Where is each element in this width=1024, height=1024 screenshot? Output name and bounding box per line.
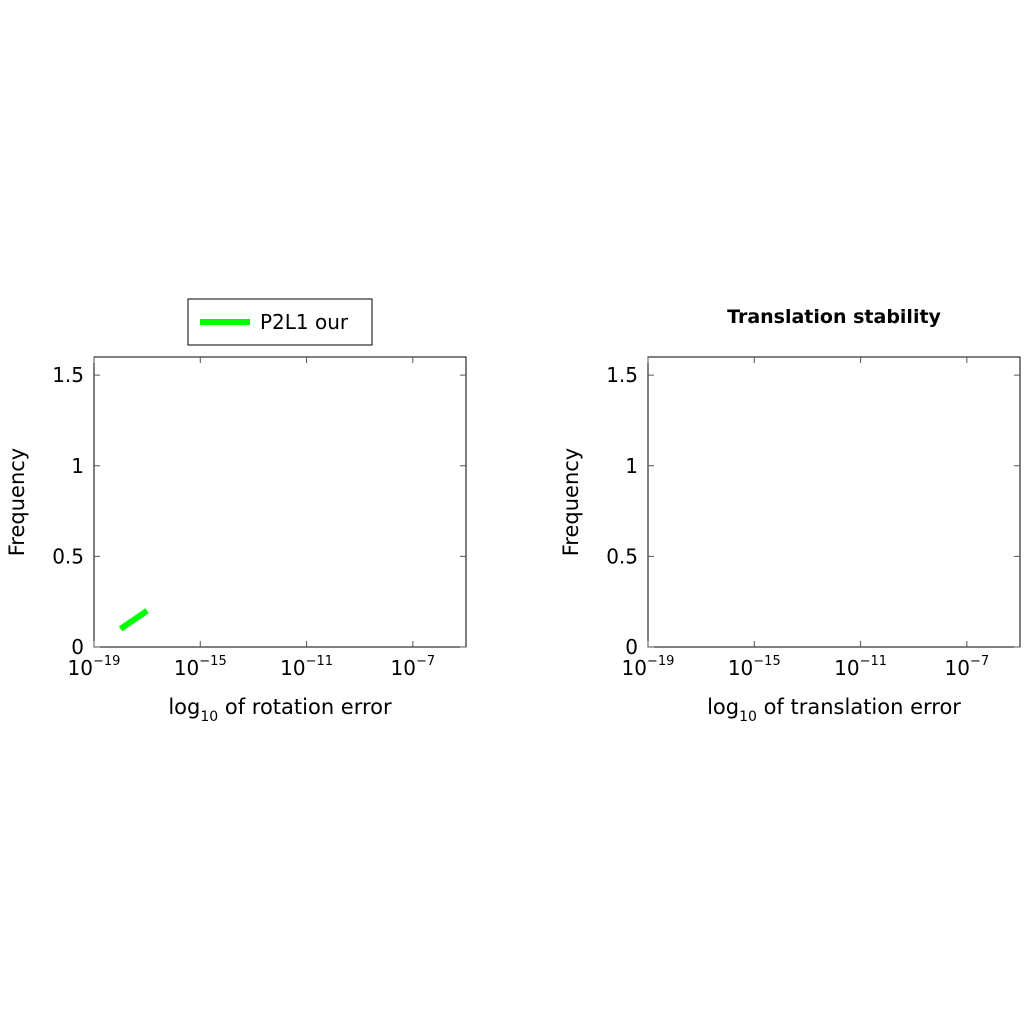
x-tick-exponent: −11 (860, 654, 887, 669)
x-tick-label: 10−7 (945, 654, 990, 680)
x-tick-label: 10−19 (622, 654, 675, 680)
x-tick-exponent: −11 (306, 654, 333, 669)
plot-frame (647, 356, 1021, 648)
y-axis-label: Frequency (559, 448, 583, 557)
x-axis-label-subscript: 10 (200, 709, 218, 725)
x-axis-label: log10 of rotation error (168, 695, 392, 725)
y-tick-label: 0.5 (52, 544, 84, 568)
x-tick-label: 10−11 (280, 654, 333, 680)
y-axis-label: Frequency (5, 448, 29, 557)
x-tick-base: 10 (68, 656, 93, 680)
x-axis-label: log10 of translation error (707, 695, 961, 725)
legend: P2L1 our (187, 298, 373, 346)
x-tick-exponent: −19 (93, 654, 120, 669)
legend-entry-label: P2L1 our (260, 310, 349, 334)
x-tick-label: 10−19 (68, 654, 121, 680)
y-tick-label: 1 (625, 454, 638, 478)
chart-title: Translation stability (727, 306, 941, 328)
x-tick-exponent: −15 (199, 654, 226, 669)
x-tick-label: 10−15 (174, 654, 227, 680)
series-line-1 (118, 608, 149, 632)
plot-frame (93, 356, 467, 648)
x-tick-exponent: −7 (416, 654, 435, 669)
x-axis-label-rest: of translation error (757, 695, 961, 719)
x-tick-base: 10 (280, 656, 305, 680)
x-tick-base: 10 (834, 656, 859, 680)
y-tick-label: 0 (625, 635, 638, 659)
y-tick-label: 0.5 (606, 544, 638, 568)
x-axis-label-rest: of rotation error (218, 695, 392, 719)
y-tick-label: 1.5 (52, 363, 84, 387)
x-tick-label: 10−7 (391, 654, 436, 680)
x-tick-base: 10 (945, 656, 970, 680)
x-tick-label: 10−15 (728, 654, 781, 680)
x-tick-exponent: −7 (970, 654, 989, 669)
x-tick-base: 10 (728, 656, 753, 680)
x-axis-label-base: log (707, 695, 739, 719)
y-tick-label: 1 (71, 454, 84, 478)
x-axis-label-subscript: 10 (739, 709, 757, 725)
x-tick-exponent: −15 (753, 654, 780, 669)
x-tick-base: 10 (174, 656, 199, 680)
y-tick-label: 1.5 (606, 363, 638, 387)
x-tick-label: 10−11 (834, 654, 887, 680)
y-tick-label: 0 (71, 635, 84, 659)
x-axis-label-base: log (168, 695, 200, 719)
x-tick-base: 10 (391, 656, 416, 680)
x-tick-exponent: −19 (647, 654, 674, 669)
x-tick-base: 10 (622, 656, 647, 680)
